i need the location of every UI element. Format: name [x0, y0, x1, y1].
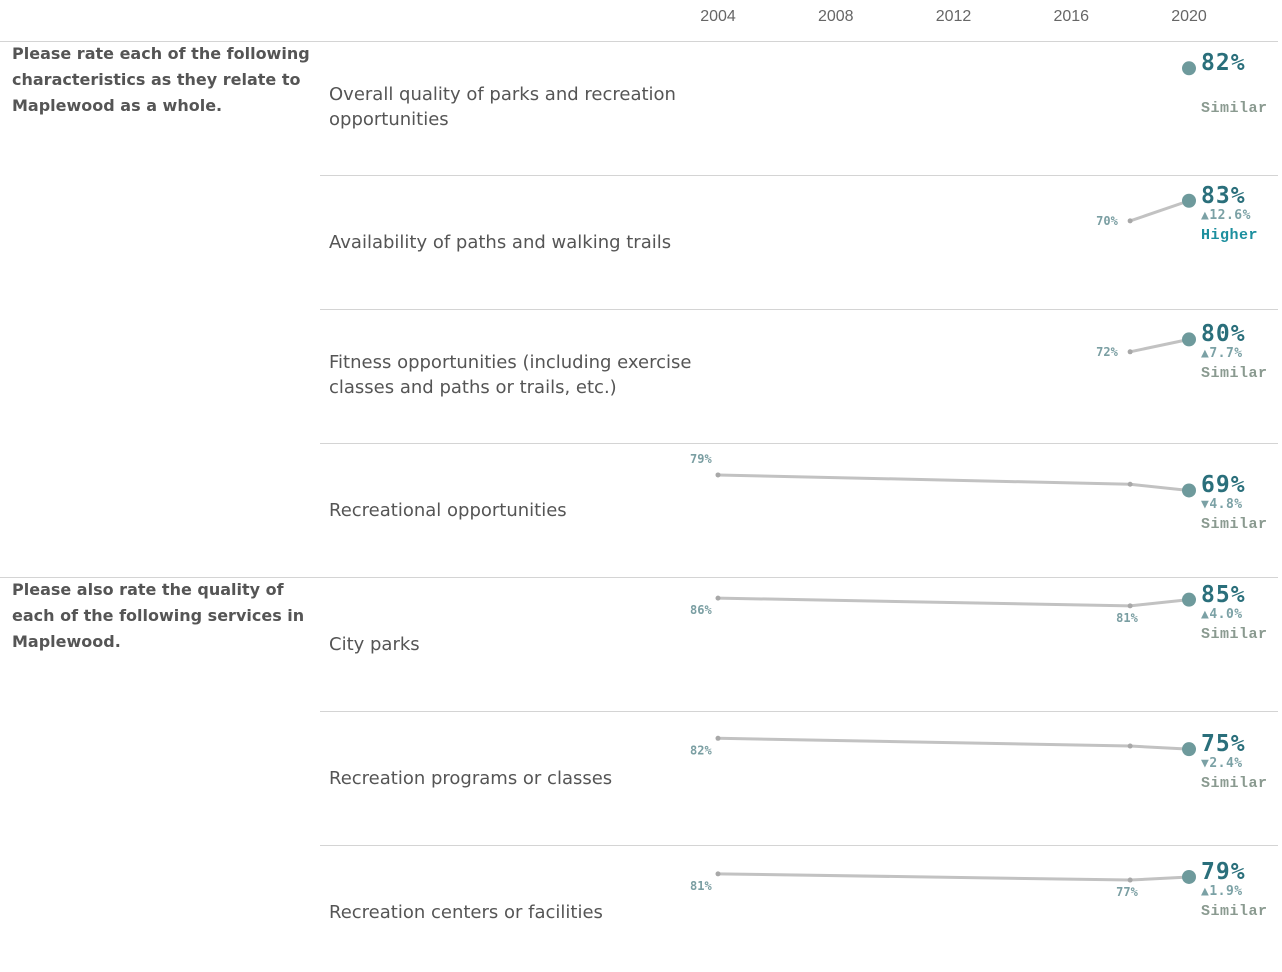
change-label: ▲4.0%	[1201, 606, 1243, 622]
current-value-label: 85%	[1201, 581, 1246, 608]
section-title: Please rate each of the following charac…	[12, 44, 310, 115]
current-value-label: 80%	[1201, 321, 1246, 348]
comparison-label: Similar	[1201, 775, 1268, 793]
section-divider	[0, 577, 1278, 578]
point-value-label: 72%	[1096, 345, 1118, 359]
row-label: Fitness opportunities (including exercis…	[329, 352, 692, 398]
current-value-label: 75%	[1201, 731, 1246, 758]
row-label: Recreation centers or facilities	[329, 902, 603, 923]
x-tick-label: 2004	[700, 8, 736, 25]
row-label: Recreation programs or classes	[329, 768, 613, 789]
row-label: Recreational opportunities	[329, 500, 567, 521]
comparison-label: Similar	[1201, 902, 1268, 920]
past-point-marker[interactable]	[1127, 218, 1133, 224]
point-value-label: 81%	[690, 879, 712, 893]
current-value-label: 83%	[1201, 182, 1246, 209]
point-value-label: 86%	[690, 603, 712, 617]
point-value-label: 77%	[1116, 885, 1138, 899]
row-divider	[320, 175, 1278, 176]
point-value-label: 82%	[690, 743, 712, 757]
current-value-label: 69%	[1201, 472, 1246, 499]
change-label: ▲7.7%	[1201, 346, 1243, 362]
series-line	[717, 596, 1190, 608]
current-value-label: 82%	[1201, 50, 1246, 77]
change-label: ▼4.8%	[1201, 497, 1243, 513]
row-label: Overall quality of parks and recreation …	[329, 84, 676, 130]
x-tick-label: 2008	[817, 8, 854, 25]
section-divider	[0, 41, 1278, 42]
series-line	[1129, 337, 1190, 354]
comparison-label: Similar	[1201, 625, 1268, 643]
x-tick-label: 2020	[1171, 8, 1207, 25]
past-point-marker[interactable]	[715, 595, 721, 601]
past-point-marker[interactable]	[715, 871, 721, 877]
change-label: ▲12.6%	[1201, 207, 1251, 223]
series-line	[1129, 199, 1190, 223]
past-point-marker[interactable]	[715, 472, 721, 478]
past-point-marker[interactable]	[715, 735, 721, 741]
past-point-marker[interactable]	[1127, 877, 1133, 883]
current-point-marker[interactable]	[1182, 193, 1196, 208]
series-line	[717, 473, 1190, 492]
row-divider	[320, 309, 1278, 310]
past-point-marker[interactable]	[1127, 481, 1133, 487]
point-value-label: 70%	[1096, 214, 1118, 228]
current-point-marker[interactable]	[1182, 332, 1196, 347]
past-point-marker[interactable]	[1127, 349, 1133, 355]
row-label: Availability of paths and walking trails	[329, 232, 672, 253]
past-point-marker[interactable]	[1127, 603, 1133, 609]
series-line	[717, 736, 1190, 751]
point-value-label: 79%	[690, 452, 712, 466]
row-label: City parks	[329, 634, 420, 655]
current-value-label: 79%	[1201, 858, 1246, 885]
series-line	[717, 872, 1190, 882]
comparison-label: Similar	[1201, 100, 1268, 118]
current-point-marker[interactable]	[1182, 483, 1196, 498]
change-label: ▲1.9%	[1201, 883, 1243, 899]
row-divider	[320, 845, 1278, 846]
past-point-marker[interactable]	[1127, 743, 1133, 749]
row-divider	[320, 711, 1278, 712]
point-value-label: 81%	[1116, 611, 1138, 625]
current-point-marker[interactable]	[1182, 592, 1196, 607]
change-label: ▼2.4%	[1201, 756, 1243, 772]
current-point-marker[interactable]	[1182, 869, 1196, 884]
current-point-marker[interactable]	[1182, 742, 1196, 757]
current-point-marker[interactable]	[1182, 61, 1196, 76]
comparison-label: Higher	[1201, 226, 1259, 244]
x-tick-label: 2012	[935, 8, 972, 25]
x-tick-label: 2016	[1053, 8, 1090, 25]
comparison-label: Similar	[1201, 516, 1268, 534]
comparison-label: Similar	[1201, 365, 1268, 383]
row-divider	[320, 443, 1278, 444]
section-title: Please also rate the quality of each of …	[12, 580, 305, 651]
